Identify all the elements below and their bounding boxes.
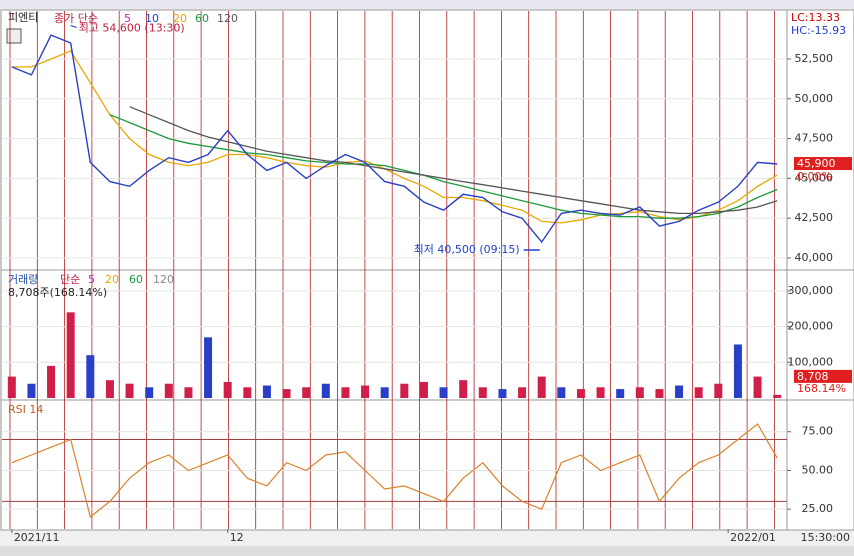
- volume-bar: [66, 312, 75, 398]
- legend-item: 5: [124, 12, 131, 25]
- x-tick-label: 2021/11: [14, 531, 60, 544]
- legend-item: 60: [129, 273, 143, 286]
- volume-bar: [537, 376, 546, 398]
- annotation-arrow: [70, 25, 77, 29]
- volume-bar: [164, 383, 173, 398]
- ratio-label: 168.14%: [797, 382, 846, 395]
- volume-bar: [341, 387, 350, 398]
- volume-bar: [7, 376, 16, 398]
- volume-bar: [576, 389, 585, 398]
- ma-line: [11, 50, 778, 224]
- lc-label: LC:13.33: [791, 11, 840, 24]
- scrollbar[interactable]: [0, 546, 854, 556]
- volume-bar: [27, 383, 36, 398]
- volume-bar: [478, 387, 487, 398]
- x-tick-label: 12: [230, 531, 244, 544]
- panel-title: RSI 14: [8, 403, 43, 416]
- last-volume-label: 8,708: [797, 370, 829, 383]
- legend-item: 120: [153, 273, 174, 286]
- volume-bar: [518, 387, 527, 398]
- volume-subtitle: 8,708주(168.14%): [8, 286, 107, 299]
- volume-bar: [773, 394, 782, 398]
- volume-bar: [400, 383, 409, 398]
- y-tick-label: 100,000: [788, 355, 834, 368]
- y-tick-label: 50.00: [802, 463, 834, 476]
- volume-bar: [439, 387, 448, 398]
- y-tick-label: 300,000: [788, 284, 834, 297]
- volume-bar: [302, 387, 311, 398]
- time-label: 15:30:00: [801, 531, 850, 544]
- volume-bar: [616, 389, 625, 398]
- y-tick-label: 40,000: [795, 251, 834, 264]
- y-tick-label: 47,500: [795, 132, 834, 145]
- y-tick-label: 42,500: [795, 211, 834, 224]
- volume-bar: [223, 381, 232, 398]
- legend-item: 20: [105, 273, 119, 286]
- legend-item: 10: [145, 12, 159, 25]
- y-tick-label: 52,500: [795, 52, 834, 65]
- legend-item: 60: [195, 12, 209, 25]
- stock-name: 피엔티: [8, 11, 38, 24]
- y-tick-label: 75.00: [802, 425, 834, 438]
- volume-bar: [86, 355, 95, 398]
- legend-prefix: 단순: [60, 273, 80, 286]
- last-price-label: 45,900: [797, 157, 836, 170]
- y-tick-label: 200,000: [788, 320, 834, 333]
- volume-bar: [262, 385, 271, 398]
- top-strip: [0, 0, 854, 9]
- panel-title: 거래량: [8, 273, 38, 286]
- volume-bar: [459, 380, 468, 398]
- price-line: [11, 34, 778, 244]
- last-volume-box: [794, 369, 852, 383]
- volume-bar: [419, 381, 428, 398]
- volume-bar: [243, 387, 252, 398]
- volume-bar: [184, 387, 193, 398]
- ma-line: [129, 106, 778, 215]
- volume-bar: [105, 380, 114, 398]
- ma-line: [109, 114, 778, 219]
- volume-bar: [125, 383, 134, 398]
- volume-bar: [655, 389, 664, 398]
- volume-bar: [282, 389, 291, 398]
- last-price-box: [794, 157, 852, 171]
- rsi-line: [11, 423, 778, 518]
- volume-bar: [361, 385, 370, 398]
- legend-item: 120: [217, 12, 238, 25]
- volume-bar: [498, 389, 507, 398]
- legend-item: 20: [173, 12, 187, 25]
- volume-bar: [145, 387, 154, 398]
- x-tick-label: 2022/01: [730, 531, 776, 544]
- volume-bar: [675, 385, 684, 398]
- y-tick-label: 50,000: [795, 92, 834, 105]
- volume-bar: [714, 383, 723, 398]
- volume-bar: [321, 383, 330, 398]
- volume-bar: [635, 387, 644, 398]
- legend-item: 5: [88, 273, 95, 286]
- volume-bar: [753, 376, 762, 398]
- volume-bar: [47, 365, 56, 398]
- legend-prefix: 종가 단순: [54, 12, 98, 25]
- change-label: 0.00%: [797, 170, 832, 183]
- table-icon[interactable]: [6, 28, 22, 44]
- annotation: 최저 40,500 (09:15): [414, 243, 520, 256]
- volume-bar: [557, 387, 566, 398]
- volume-bar: [733, 344, 742, 398]
- volume-bar: [380, 387, 389, 398]
- volume-bar: [596, 387, 605, 398]
- volume-bar: [204, 337, 213, 398]
- y-tick-label: 25.00: [802, 502, 834, 515]
- y-tick-label: 45,000: [795, 171, 834, 184]
- annotation: 최고 54,600 (13:30): [79, 22, 185, 35]
- volume-bar: [694, 387, 703, 398]
- hc-label: HC:-15.93: [791, 24, 846, 37]
